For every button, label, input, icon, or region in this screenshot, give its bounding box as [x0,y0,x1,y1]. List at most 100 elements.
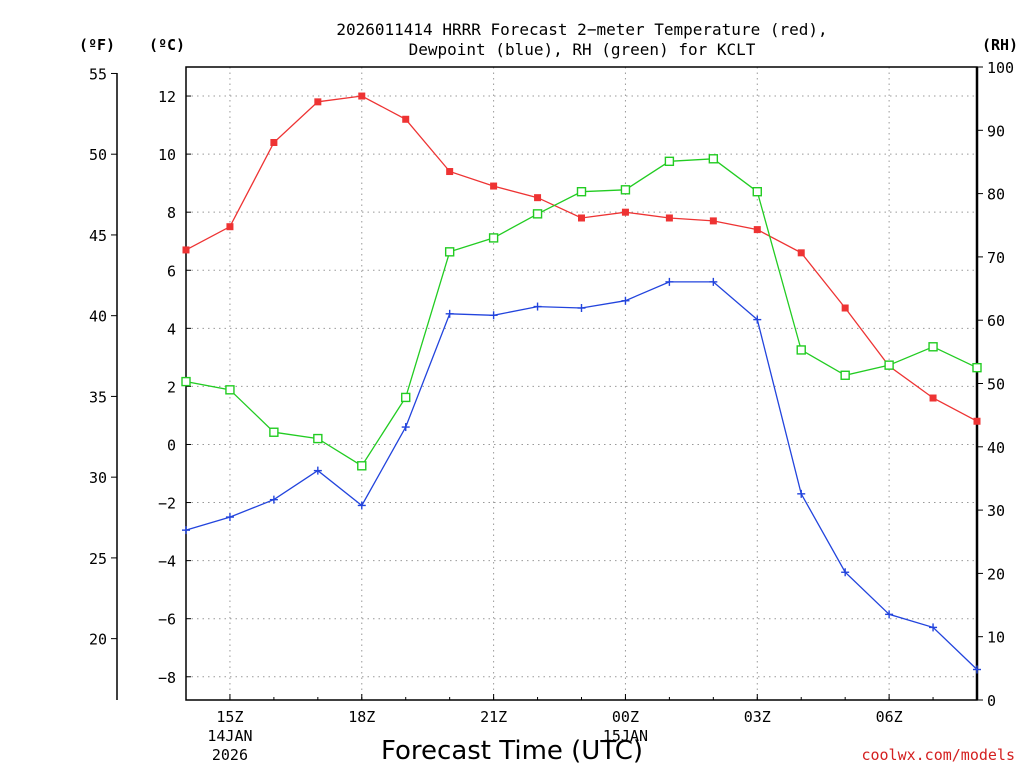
year-tick-label: 2026 [212,746,248,764]
temperature-point [841,304,849,312]
rh-tick-label: 100 [987,59,1014,77]
rh-point [357,461,367,471]
fahrenheit-tick-label: 50 [89,146,107,164]
rh-point [488,233,499,243]
fahrenheit-tick-label: 55 [89,65,107,83]
rh-point [752,187,762,197]
time-tick-label: 18Z [348,708,375,726]
rh-point [840,370,850,380]
temperature-point [621,208,629,216]
dewpoint-point [885,610,894,619]
rh-tick-label: 10 [987,629,1005,647]
dewpoint-point [401,423,410,432]
celsius-tick-label: 10 [158,146,176,164]
dewpoint-point [577,304,586,313]
rh-tick-label: 40 [987,439,1005,457]
dewpoint-point [313,466,322,475]
chart-title-line-2: Dewpoint (blue), RH (green) for KCLT [409,40,756,59]
dewpoint-point [929,623,938,632]
rh-point [225,385,235,395]
rh-point [576,187,587,197]
rh-tick-label: 0 [987,692,996,710]
temperature-point [226,223,234,231]
rh-tick-label: 30 [987,502,1005,520]
time-tick-label: 00Z [612,708,639,726]
rh-tick-label: 80 [987,186,1005,204]
chart-title-line-1: 2026011414 HRRR Forecast 2−meter Tempera… [336,20,827,39]
rh-point [664,156,675,167]
rh-point [708,154,719,164]
rh-tick-label: 90 [987,122,1005,140]
dewpoint-point [797,489,806,498]
time-tick-label: 06Z [876,708,903,726]
rh-tick-label: 20 [987,565,1005,583]
rh-point [796,345,806,355]
temperature-point [534,194,542,202]
fahrenheit-tick-label: 30 [89,469,107,487]
x-axis-title: Forecast Time (UTC) [381,736,643,766]
rh-tick-label: 70 [987,249,1005,267]
celsius-tick-label: −6 [158,611,176,629]
date-tick-label: 14JAN [207,727,252,745]
temperature-point [490,182,498,190]
grid [186,67,977,700]
temperature-point [182,246,190,254]
dewpoint-point [489,311,498,320]
axes: −8 −6 −4 −2 0 2 4 6 8 10 12 20 25 30 35 40 45 50 55 0 10 20 30… [89,59,1014,764]
rh-point [181,376,191,387]
dewpoint-point [621,296,630,305]
celsius-tick-label: 6 [167,262,176,280]
temperature-point [929,394,937,402]
fahrenheit-unit-label: (ºF) [79,36,115,54]
dewpoint-point [533,302,542,311]
rh-point [620,185,631,195]
rh-point [401,392,411,403]
fahrenheit-tick-label: 20 [89,631,107,649]
dewpoint-point [709,277,718,286]
plot-frame [185,66,978,701]
celsius-tick-label: 2 [167,378,176,396]
celsius-tick-label: 0 [167,436,176,454]
dewpoint-point [225,513,234,522]
dewpoint-point [841,568,850,577]
temperature-point [753,226,761,234]
credit-label: coolwx.com/models [861,746,1015,764]
dewpoint-point [665,277,674,286]
rh-point [444,247,455,257]
temperature-point [709,217,717,225]
rh-point [928,342,938,352]
date-tick-label: 15JAN [603,727,648,745]
temperature-point [314,98,322,106]
fahrenheit-tick-label: 25 [89,550,107,568]
temperature-point [797,249,805,257]
celsius-tick-label: 4 [167,320,176,338]
fahrenheit-tick-label: 45 [89,227,107,245]
series-group [181,92,982,674]
dewpoint-point [973,665,981,674]
time-tick-label: 03Z [744,708,771,726]
rh-point [532,209,543,219]
rh-point [972,362,982,373]
fahrenheit-tick-label: 35 [89,388,107,406]
temperature-point [665,214,673,222]
temperature-point [578,214,585,222]
rh-point [269,427,279,437]
celsius-tick-label: 8 [167,204,176,222]
dewpoint-point [182,526,190,535]
time-tick-label: 15Z [216,708,243,726]
rh-series-line [185,158,978,467]
dewpoint-point [269,495,278,504]
dewpoint-point [357,501,366,510]
temperature-point [358,92,366,100]
rh-tick-label: 50 [987,376,1005,394]
celsius-tick-label: −4 [158,553,176,571]
temperature-point [270,138,278,146]
dewpoint-point [753,315,762,324]
temperature-point [446,168,454,176]
fahrenheit-tick-label: 40 [89,308,107,326]
celsius-unit-label: (ºC) [149,36,185,54]
celsius-tick-label: 12 [158,88,176,106]
rh-point [313,433,323,444]
rh-point [884,360,894,370]
